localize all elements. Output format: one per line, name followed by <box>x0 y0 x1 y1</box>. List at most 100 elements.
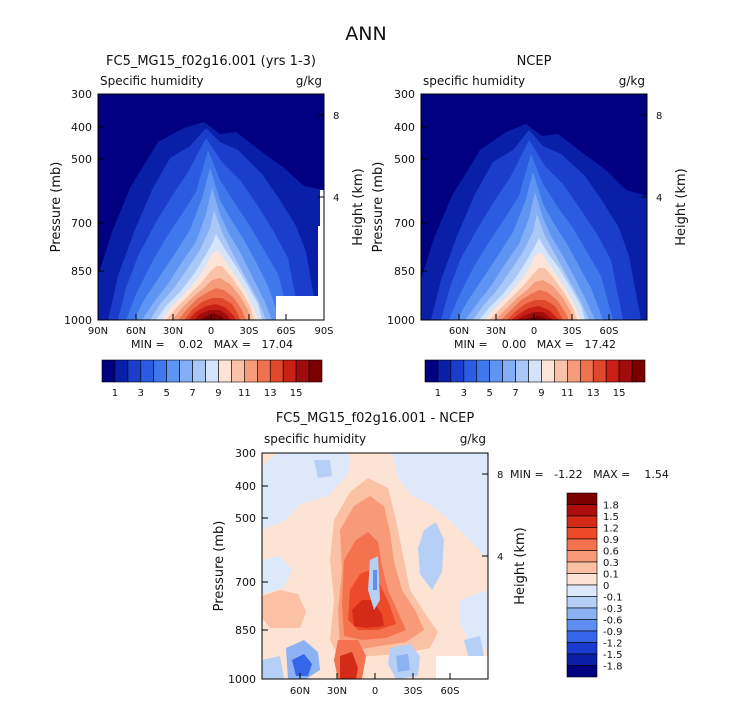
panel-obs-title: NCEP <box>517 54 552 69</box>
panel-obs-units: g/kg <box>619 74 645 88</box>
y-tick-500: 500 <box>71 153 104 166</box>
y-tick-1000: 1000 <box>387 314 415 327</box>
colorbar-label: 0 <box>603 581 609 592</box>
colorbar-swatch <box>515 359 529 383</box>
colorbar-label: 15 <box>290 388 303 399</box>
colorbar-label: 0.9 <box>603 535 619 546</box>
colorbar-swatch <box>437 359 452 383</box>
x-tick-label: 60N <box>126 326 146 337</box>
y-tick-400: 400 <box>394 121 427 134</box>
y-tick-700: 700 <box>235 576 268 589</box>
y-tick-label: 700 <box>394 217 415 230</box>
y-tick-1000: 1000 <box>228 673 256 686</box>
x-tick-label: 60S <box>599 326 618 337</box>
colorbar-swatch <box>566 538 598 551</box>
x-tick-label: 0 <box>208 326 214 337</box>
figure-title: ANN <box>345 23 386 45</box>
colorbar-label: 5 <box>164 388 170 399</box>
y-tick-label: 1000 <box>64 314 92 327</box>
colorbar-swatch <box>566 630 598 643</box>
panel-obs-variable: specific humidity <box>423 74 525 88</box>
colorbar-swatch <box>179 359 193 383</box>
colorbar-label: 7 <box>189 388 195 399</box>
panel-obs-y2label: Height (km) <box>674 168 689 245</box>
colorbar-swatch <box>489 359 503 383</box>
colorbar-diff: 1.81.51.20.90.60.30.10-0.1-0.3-0.6-0.9-1… <box>566 492 623 678</box>
y-tick-label: 500 <box>394 153 415 166</box>
colorbar-swatch <box>218 359 232 383</box>
colorbar-swatch <box>605 359 620 383</box>
y-tick-850: 850 <box>71 265 104 278</box>
colorbar-swatch <box>579 359 594 383</box>
y-tick-400: 400 <box>71 121 104 134</box>
colorbar-swatch <box>502 359 516 383</box>
y-tick-label: 400 <box>235 480 256 493</box>
panel-diff-contours <box>262 453 488 679</box>
colorbar-label: 0.3 <box>603 558 619 569</box>
y-tick-500: 500 <box>235 512 268 525</box>
colorbar-swatch <box>566 573 598 586</box>
colorbar-swatch <box>566 642 598 655</box>
y-tick-label: 400 <box>394 121 415 134</box>
x-tick-label: 30N <box>327 686 347 697</box>
colorbar-swatch <box>566 504 598 517</box>
panel-model-y2label: Height (km) <box>351 168 366 245</box>
y-tick-300: 300 <box>235 447 268 460</box>
y2-tick-label: 4 <box>497 552 503 563</box>
colorbar-swatch <box>566 584 598 597</box>
colorbar-label: -1.8 <box>603 662 623 673</box>
y2-tick-label: 8 <box>656 111 662 122</box>
colorbar-swatch <box>463 359 478 383</box>
colorbar-swatch <box>567 359 581 383</box>
colorbar-label: 1.8 <box>603 501 619 512</box>
panel-diff-x-axis: 60N 30N 0 30S 60S <box>290 673 460 697</box>
x-tick-label: 30S <box>403 686 422 697</box>
panel-diff-y-axis: 300 400 500 700 850 1000 <box>228 447 268 686</box>
y-tick-label: 700 <box>71 217 92 230</box>
x-tick-label: 30S <box>562 326 581 337</box>
colorbar-swatch <box>282 359 297 383</box>
x-tick-label: 90S <box>314 326 333 337</box>
colorbar-label: -0.3 <box>603 604 623 615</box>
colorbar-swatch <box>566 492 598 505</box>
y-tick-label: 850 <box>71 265 92 278</box>
panel-diff-units: g/kg <box>460 432 486 446</box>
colorbar-swatch <box>101 359 116 383</box>
y-tick-label: 850 <box>235 624 256 637</box>
panel-model-y-axis: 300 400 500 700 850 1000 <box>64 88 104 327</box>
y-tick-300: 300 <box>394 88 427 101</box>
y-tick-label: 500 <box>71 153 92 166</box>
colorbar-swatch <box>592 359 607 383</box>
x-tick-label: 60N <box>290 686 310 697</box>
colorbar-label: 13 <box>587 388 600 399</box>
y-tick-label: 500 <box>235 512 256 525</box>
panel-obs-x-axis: 60N 30N 0 30S 60S <box>449 314 619 337</box>
panel-model-title: FC5_MG15_f02g16.001 (yrs 1-3) <box>106 54 316 69</box>
colorbar-label: 0.6 <box>603 547 619 558</box>
colorbar-swatch <box>127 359 142 383</box>
colorbar-swatch <box>256 359 271 383</box>
colorbar-swatch <box>476 359 491 383</box>
y-tick-400: 400 <box>235 480 268 493</box>
colorbar-swatch <box>566 607 598 620</box>
colorbar-label: -0.1 <box>603 593 623 604</box>
colorbar-swatch <box>114 359 129 383</box>
x-tick-label: 90N <box>88 326 108 337</box>
colorbar-abs-left: 1 3 5 7 9 11 13 15 <box>101 359 323 399</box>
y-tick-label: 400 <box>71 121 92 134</box>
panel-obs-stats: MIN = 0.00 MAX = 17.42 <box>454 338 616 351</box>
colorbar-swatch <box>231 359 245 383</box>
panel-diff-title: FC5_MG15_f02g16.001 - NCEP <box>276 411 474 426</box>
x-tick-label: 30N <box>163 326 183 337</box>
panel-obs-ylabel: Pressure (mb) <box>371 162 386 253</box>
x-tick-label: 30N <box>486 326 506 337</box>
panel-model-contours <box>98 94 324 320</box>
colorbar-swatch <box>566 561 598 574</box>
y2-tick-label: 8 <box>497 470 503 481</box>
colorbar-label: 1 <box>435 388 441 399</box>
panel-obs-y2-axis: 8 4 <box>641 111 662 204</box>
y2-tick-label: 4 <box>333 193 339 204</box>
colorbar-swatch <box>295 359 310 383</box>
colorbar-label: 11 <box>561 388 574 399</box>
